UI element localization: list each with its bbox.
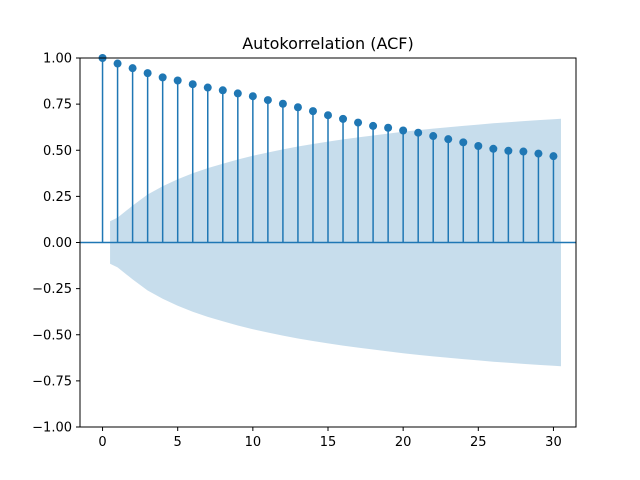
acf-point: [188, 80, 197, 89]
y-tick-label: −1.00: [32, 421, 72, 436]
y-tick-label: −0.75: [32, 374, 72, 389]
acf-point: [534, 149, 543, 158]
chart-title: Autokorrelation (ACF): [242, 34, 414, 53]
y-tick-label: −0.50: [32, 328, 72, 343]
acf-point: [308, 107, 317, 116]
y-tick-label: 0.50: [43, 144, 72, 159]
acf-point: [218, 86, 227, 95]
acf-point: [369, 121, 378, 130]
acf-point: [459, 138, 468, 147]
acf-point: [324, 111, 332, 120]
x-tick-label: 15: [320, 435, 337, 450]
acf-point: [504, 146, 513, 155]
stems-layer: [101, 58, 555, 243]
acf-point: [519, 147, 528, 156]
acf-point: [278, 99, 287, 108]
acf-point: [173, 76, 182, 85]
x-tick-label: 10: [245, 435, 262, 450]
acf-point: [113, 59, 122, 68]
acf-point: [233, 89, 242, 98]
acf-point: [354, 118, 363, 127]
acf-point: [549, 152, 558, 161]
x-tick-label: 25: [470, 435, 487, 450]
x-tick-label: 30: [545, 435, 562, 450]
x-tick-label: 0: [98, 435, 106, 450]
acf-point: [158, 73, 167, 82]
acf-point: [248, 92, 257, 101]
acf-point: [263, 96, 272, 105]
y-tick-label: −0.25: [32, 282, 72, 297]
acf-point: [474, 142, 483, 151]
acf-point: [293, 103, 302, 112]
acf-point: [339, 114, 348, 123]
x-tick-label: 5: [174, 435, 182, 450]
y-tick-label: 0.25: [43, 190, 72, 205]
acf-point: [399, 126, 408, 135]
x-axis: 0 5 10 15 20 25 30: [98, 427, 562, 450]
acf-point: [444, 135, 453, 144]
y-tick-label: 0.00: [43, 236, 72, 251]
acf-point: [203, 83, 212, 92]
acf-point: [384, 123, 393, 132]
y-tick-label: 1.00: [43, 52, 72, 67]
markers-layer: [98, 54, 558, 161]
acf-point: [414, 128, 423, 137]
acf-point: [429, 132, 438, 141]
y-tick-label: 0.75: [43, 98, 72, 113]
acf-point: [143, 69, 152, 78]
acf-point: [489, 144, 498, 153]
y-axis: 1.00 0.75 0.50 0.25 0.00 −0.25 −0.50 −0.75 −1.00: [32, 52, 80, 436]
acf-point: [128, 64, 137, 73]
x-tick-label: 20: [395, 435, 412, 450]
